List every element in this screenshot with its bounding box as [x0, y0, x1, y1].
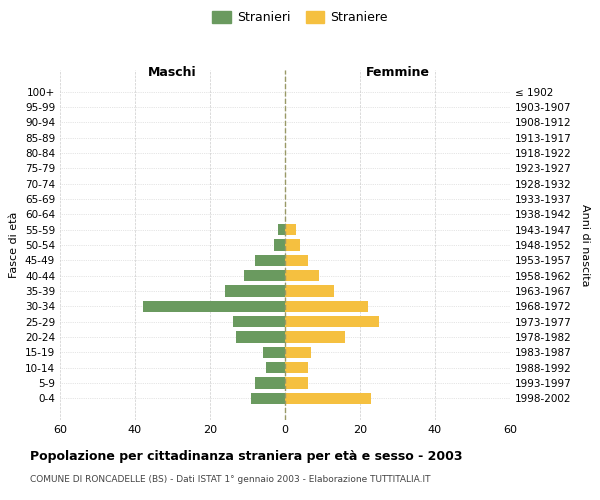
- Bar: [244, 270, 285, 281]
- Legend: Stranieri, Straniere: Stranieri, Straniere: [207, 6, 393, 29]
- Bar: [285, 300, 367, 312]
- Bar: [285, 224, 296, 235]
- Y-axis label: Anni di nascita: Anni di nascita: [580, 204, 590, 286]
- Bar: [285, 286, 334, 297]
- Text: Femmine: Femmine: [365, 66, 430, 80]
- Bar: [255, 378, 285, 389]
- Bar: [274, 239, 285, 251]
- Bar: [225, 286, 285, 297]
- Bar: [255, 254, 285, 266]
- Bar: [277, 224, 285, 235]
- Bar: [285, 270, 319, 281]
- Bar: [251, 392, 285, 404]
- Bar: [285, 378, 308, 389]
- Bar: [236, 332, 285, 343]
- Bar: [233, 316, 285, 328]
- Text: Popolazione per cittadinanza straniera per età e sesso - 2003: Popolazione per cittadinanza straniera p…: [30, 450, 463, 463]
- Bar: [285, 254, 308, 266]
- Bar: [266, 362, 285, 374]
- Bar: [285, 346, 311, 358]
- Bar: [285, 362, 308, 374]
- Bar: [285, 332, 345, 343]
- Bar: [263, 346, 285, 358]
- Bar: [285, 392, 371, 404]
- Text: COMUNE DI RONCADELLE (BS) - Dati ISTAT 1° gennaio 2003 - Elaborazione TUTTITALIA: COMUNE DI RONCADELLE (BS) - Dati ISTAT 1…: [30, 475, 431, 484]
- Text: Maschi: Maschi: [148, 66, 197, 80]
- Y-axis label: Fasce di età: Fasce di età: [10, 212, 19, 278]
- Bar: [143, 300, 285, 312]
- Bar: [285, 316, 379, 328]
- Bar: [285, 239, 300, 251]
